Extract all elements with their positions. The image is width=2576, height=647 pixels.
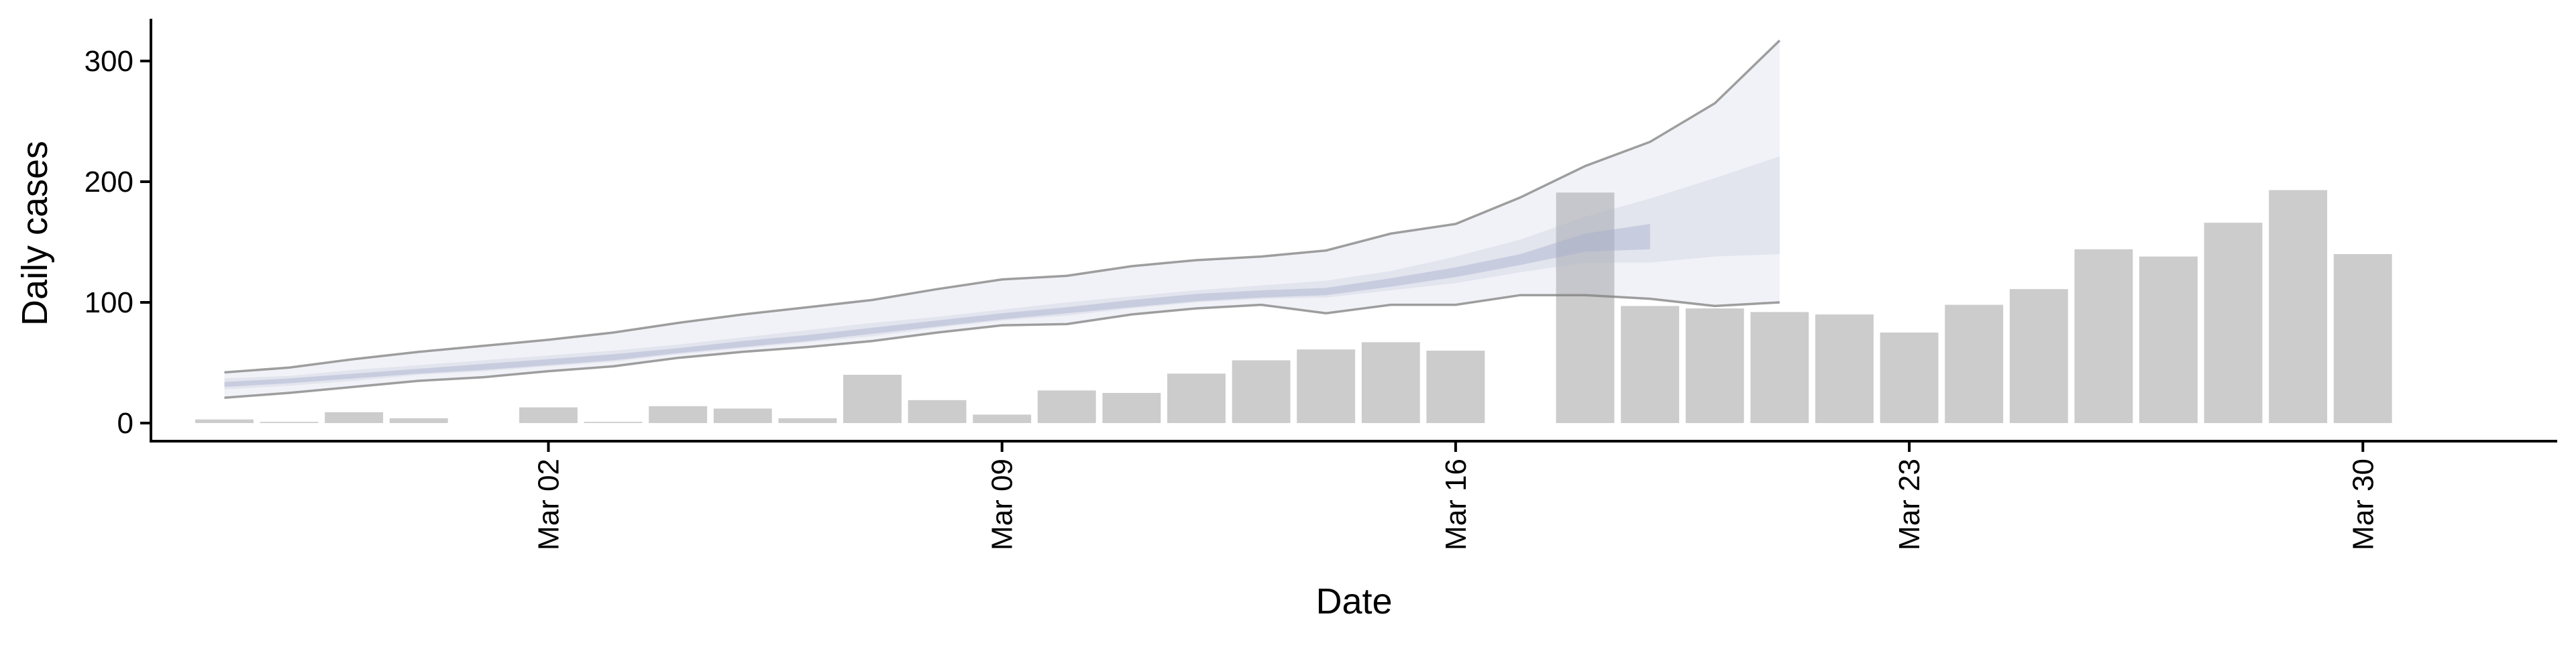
forecast-band-mid <box>224 156 1780 390</box>
y-ticks: 0 100 200 300 <box>85 45 151 440</box>
x-axis-title: Date <box>1316 581 1392 622</box>
bar-2020-03-18 <box>1556 192 1615 423</box>
x-ticks: Mar 02 Mar 09 Mar 16 Mar 23 Mar 30 <box>533 441 2379 550</box>
bar-2020-03-27 <box>2139 256 2198 423</box>
y-tick-label-0: 0 <box>117 407 133 440</box>
x-tick-label-2020-03-23: Mar 23 <box>1893 459 1926 550</box>
bar-2020-03-02 <box>519 407 578 423</box>
bar-2020-03-26 <box>2074 249 2133 423</box>
axes-layer <box>150 19 2557 443</box>
bar-2020-02-27 <box>260 422 319 423</box>
bar-2020-03-06 <box>778 418 837 423</box>
y-axis-title: Daily cases <box>15 141 55 326</box>
y-tick-label-200: 200 <box>85 166 133 198</box>
forecast-upper-line <box>224 40 1781 374</box>
bar-2020-03-10 <box>1037 390 1096 423</box>
bar-2020-03-21 <box>1750 312 1809 423</box>
bar-2020-03-04 <box>649 406 708 423</box>
bar-2020-03-07 <box>843 375 902 423</box>
bar-2020-03-22 <box>1815 314 1874 423</box>
y-tick-label-100: 100 <box>85 286 133 319</box>
bar-2020-03-03 <box>584 422 643 423</box>
y-tick-label-300: 300 <box>85 45 133 78</box>
bar-2020-03-19 <box>1621 306 1680 423</box>
bar-2020-02-28 <box>325 412 384 423</box>
forecast-band-layer <box>224 40 1781 399</box>
bar-2020-03-11 <box>1102 393 1161 423</box>
bar-2020-03-05 <box>713 408 772 423</box>
bar-2020-03-14 <box>1297 349 1356 423</box>
bar-2020-03-08 <box>908 400 967 423</box>
bar-2020-03-29 <box>2269 190 2328 423</box>
bar-2020-03-15 <box>1361 342 1420 423</box>
bar-2020-03-20 <box>1685 308 1744 423</box>
bar-2020-03-25 <box>2009 289 2068 423</box>
bars-layer <box>195 190 2392 423</box>
bar-2020-03-28 <box>2204 223 2263 423</box>
bar-2020-03-16 <box>1426 351 1485 423</box>
bar-2020-03-24 <box>1945 304 2004 423</box>
forecast-band-outer <box>224 40 1780 398</box>
x-tick-label-2020-03-09: Mar 09 <box>986 459 1019 550</box>
bar-2020-03-30 <box>2333 254 2392 423</box>
bar-2020-02-26 <box>195 419 254 423</box>
x-tick-label-2020-03-16: Mar 16 <box>1440 459 1472 550</box>
x-tick-label-2020-03-30: Mar 30 <box>2347 459 2379 550</box>
bar-2020-03-13 <box>1232 360 1291 423</box>
bar-2020-02-29 <box>389 418 448 423</box>
x-tick-label-2020-03-02: Mar 02 <box>533 459 566 550</box>
bar-2020-03-12 <box>1167 373 1226 423</box>
forecast-lower-line <box>224 294 1780 399</box>
bar-2020-03-23 <box>1880 333 1939 423</box>
bar-2020-03-09 <box>973 414 1032 423</box>
